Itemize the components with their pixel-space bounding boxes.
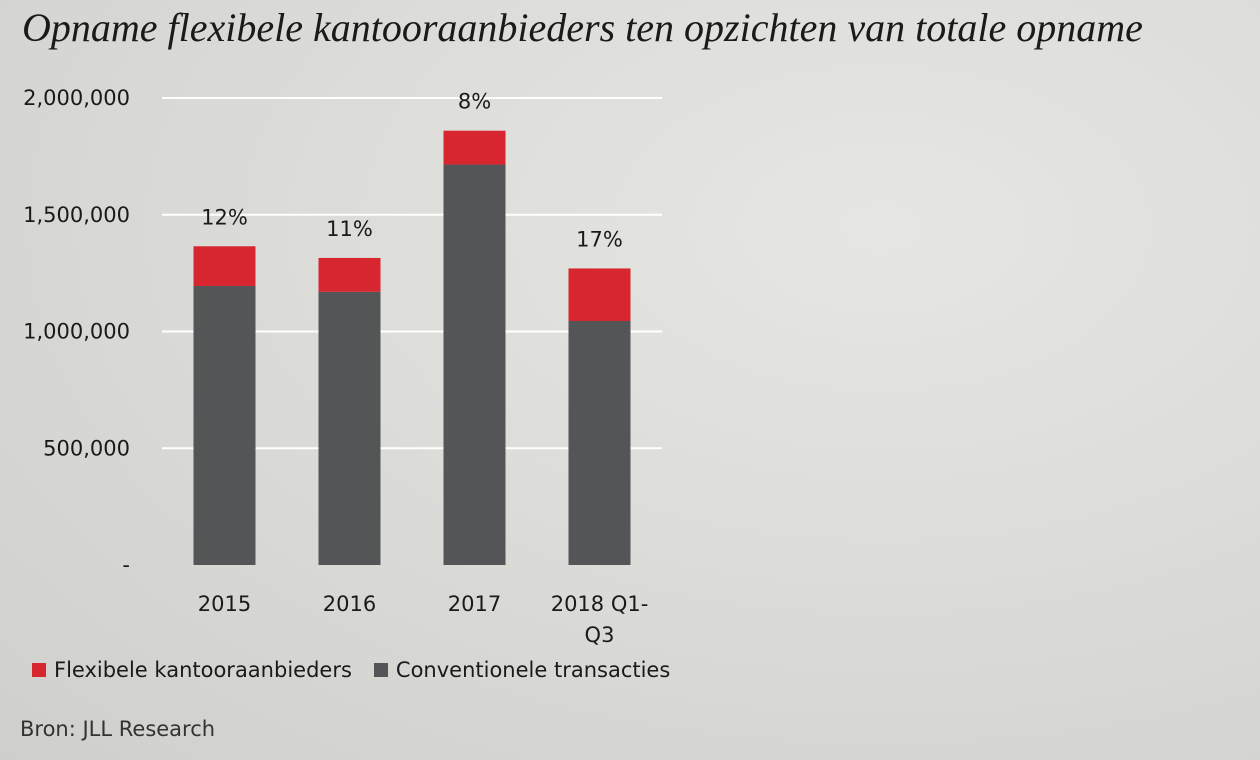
y-tick-label: 1,500,000 [23,203,130,227]
bar-conventional [568,320,631,565]
bar-flex [443,130,506,165]
percent-label: 8% [458,90,491,114]
x-category-label: 2015 [198,592,251,616]
source-note: Bron: JLL Research [20,717,216,741]
bar-flex [568,268,631,321]
x-category-label: 2016 [323,592,376,616]
legend-item-flex: Flexibele kantooraanbieders [32,658,352,682]
percent-label: 11% [326,217,373,241]
legend-item-conventional: Conventionele transacties [373,658,671,682]
legend: Flexibele kantooraanbieders Conventionel… [32,658,692,682]
y-tick-label: 1,000,000 [23,320,130,344]
chart-title: Opname flexibele kantooraanbieders ten o… [22,5,1143,50]
percent-label: 12% [201,205,248,229]
percent-label: 17% [576,227,623,251]
legend-swatch-conventional [373,663,388,677]
x-category-label: 2017 [448,592,501,616]
bar-conventional [193,285,256,565]
bar-conventional [318,291,381,565]
legend-label-flex: Flexibele kantooraanbieders [54,658,352,682]
legend-label-conventional: Conventionele transacties [395,658,671,682]
x-category-label: 2018 Q1- [551,592,649,616]
y-tick-label: 500,000 [43,436,130,460]
y-tick-label: - [122,553,130,577]
y-tick-label: 2,000,000 [23,86,130,110]
bar-flex [318,257,381,292]
legend-swatch-flex [32,663,46,677]
bar-conventional [443,164,506,566]
bar-flex [193,246,256,286]
x-category-label: Q3 [585,623,615,647]
